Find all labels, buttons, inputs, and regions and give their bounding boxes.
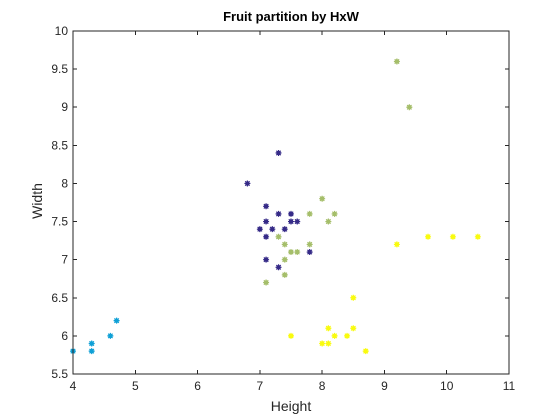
data-point	[288, 218, 294, 225]
data-point	[263, 218, 270, 225]
y-tick-label: 9	[61, 100, 68, 114]
data-point	[281, 241, 288, 248]
axes-box	[72, 30, 510, 375]
x-tick-label: 9	[381, 379, 388, 393]
data-point	[244, 180, 251, 187]
x-tick-label: 10	[440, 379, 454, 393]
y-tick-label: 9.5	[51, 62, 68, 76]
data-point	[281, 226, 288, 233]
plot-background	[73, 31, 509, 374]
data-point	[319, 195, 326, 202]
plot-area	[73, 31, 509, 374]
data-point	[263, 256, 270, 263]
data-point	[425, 233, 432, 240]
data-point	[288, 210, 294, 217]
axes: 4 5 6 7 8 9 10 11 5.5 6 6.5 7 7.5 8 8.5 9 9.5 10	[51, 24, 515, 393]
data-point	[256, 226, 263, 233]
chart-title: Fruit partition by HxW	[223, 9, 360, 24]
x-tick-label: 4	[70, 379, 77, 393]
data-point	[275, 264, 282, 271]
data-point	[325, 325, 332, 332]
x-tick-label: 7	[257, 379, 264, 393]
data-point	[406, 104, 413, 111]
data-point	[294, 218, 301, 225]
data-point	[88, 340, 95, 347]
data-point	[263, 233, 270, 240]
data-point	[350, 294, 357, 301]
data-point	[306, 241, 313, 248]
x-axis-label: Height	[271, 398, 312, 414]
data-point	[344, 332, 351, 339]
data-point	[393, 241, 400, 248]
data-point	[362, 348, 369, 355]
data-point	[107, 332, 114, 339]
data-points	[70, 58, 481, 355]
x-tick-label: 6	[194, 379, 201, 393]
data-point	[281, 256, 288, 263]
y-tick-label: 7	[61, 253, 68, 267]
y-tick-label: 8	[61, 176, 68, 190]
data-point	[288, 332, 294, 339]
data-point	[113, 317, 120, 324]
x-tick-label: 11	[503, 379, 516, 393]
data-point	[275, 149, 282, 156]
data-point	[331, 210, 338, 217]
data-point	[269, 226, 276, 233]
x-tick-label: 8	[319, 379, 326, 393]
data-point	[350, 325, 357, 332]
data-point	[281, 271, 288, 278]
data-point	[319, 340, 326, 347]
data-point	[288, 249, 294, 256]
data-point	[325, 218, 332, 225]
data-point	[325, 340, 332, 347]
y-tick-label: 6	[61, 329, 68, 343]
data-point	[306, 249, 313, 256]
data-point	[306, 210, 313, 217]
data-point	[449, 233, 456, 240]
data-point	[275, 233, 282, 240]
x-tick-label: 5	[132, 379, 139, 393]
data-point	[294, 249, 301, 256]
data-point	[263, 279, 270, 286]
data-point	[88, 348, 95, 355]
data-point	[263, 203, 270, 210]
y-tick-label: 10	[55, 24, 69, 38]
y-tick-label: 6.5	[51, 291, 68, 305]
y-axis-label: Width	[29, 183, 45, 219]
y-tick-label: 5.5	[51, 367, 68, 381]
y-tick-label: 8.5	[51, 138, 68, 152]
data-point	[331, 332, 338, 339]
data-point	[474, 233, 481, 240]
y-tick-label: 7.5	[51, 215, 68, 229]
data-point	[393, 58, 400, 65]
data-point	[275, 210, 282, 217]
